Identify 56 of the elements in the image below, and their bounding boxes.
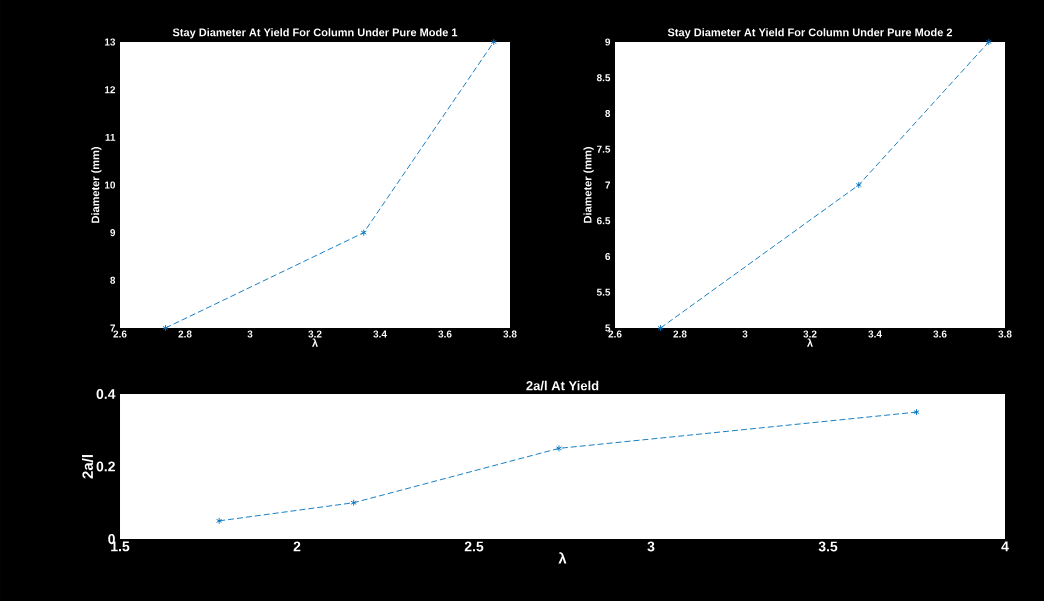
x-tick-label: 3.4 [373,330,387,338]
y-tick-label: 8 [110,276,116,284]
chart-title: Stay Diameter At Yield For Column Under Pure Mode 1 [172,28,458,39]
x-tick-label: 3 [247,330,253,338]
point [216,517,223,525]
x-tick-label: 3.8 [503,330,517,338]
point [350,499,357,507]
point [360,229,367,237]
y-tick-label: 6.5 [596,217,611,225]
x-axis-title: λ [806,338,813,347]
point [162,324,169,332]
x-axis-title: λ [312,338,318,347]
y-tick-label: 0.4 [96,389,116,399]
x-tick-label: 3.4 [868,330,882,338]
point [913,408,920,416]
y-tick-label: 13 [104,38,116,46]
point [657,324,664,332]
x-axis-title: λ [558,552,567,564]
y-tick-label: 7 [605,181,611,189]
x-tick-label: 3.2 [308,330,322,338]
x-tick-label: 3.6 [933,330,947,338]
x-tick-label: 2 [293,541,301,552]
y-axis-title: Diameter (mm) [583,147,594,223]
x-tick-label: 3 [742,330,748,338]
y-tick-label: 5 [605,324,611,332]
y-tick-label: 8.5 [596,74,611,82]
y-tick-label: 11 [105,133,116,141]
x-tick-label: 3.2 [803,330,817,338]
x-tick-label: 2.6 [608,330,622,338]
y-tick-label: 7.5 [596,145,611,153]
x-tick-label: 2.6 [113,330,127,338]
y-tick-label: 12 [104,86,116,94]
x-tick-label: 3.6 [438,330,452,338]
x-tick-label: 2.5 [464,541,484,552]
y-tick-label: 5.5 [596,288,611,296]
x-tick-label: 2.8 [673,330,687,338]
y-tick-label: 6 [605,252,611,261]
y-tick-label: 9 [110,229,116,237]
x-tick-label: 2.8 [178,330,192,338]
point [490,38,497,46]
chart-title: Stay Diameter At Yield For Column Under Pure Mode 2 [667,28,953,39]
y-tick-label: 0.2 [96,461,115,472]
x-tick-label: 4 [1001,541,1009,552]
x-tick-label: 3.8 [998,330,1012,338]
point [855,181,862,189]
y-tick-label: 8 [605,109,611,118]
y-tick-label: 9 [605,38,611,46]
chart-title: 2a/l At Yield [526,380,599,391]
point [985,38,992,46]
y-tick-label: 10 [104,181,116,189]
y-axis-title: Diameter (mm) [91,147,102,223]
point [555,444,563,452]
y-axis-title: 2a/l [81,455,94,479]
y-tick-label: 7 [110,324,116,332]
x-tick-label: 3.5 [818,541,838,552]
x-tick-label: 3 [647,541,655,552]
